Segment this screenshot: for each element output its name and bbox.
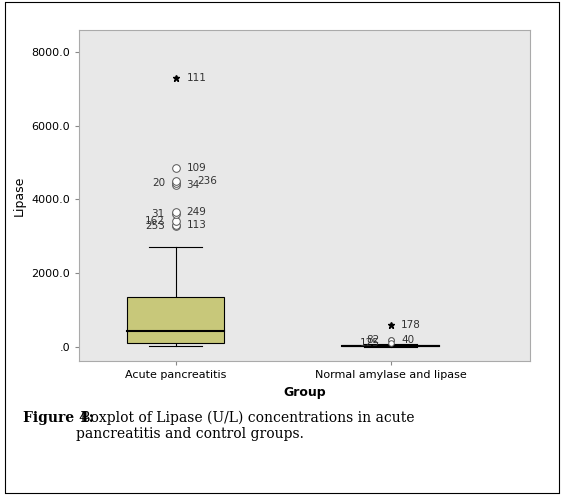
Text: 125: 125 [360,338,380,348]
X-axis label: Group: Group [283,386,326,399]
Y-axis label: Lipase: Lipase [12,175,25,216]
Bar [342,345,439,346]
Text: 236: 236 [197,176,217,186]
Text: 34: 34 [186,180,200,190]
Text: 113: 113 [186,220,206,230]
Text: 40: 40 [401,335,415,345]
Text: 253: 253 [145,221,165,232]
Text: 249: 249 [186,207,206,217]
Text: 31: 31 [152,209,165,219]
Bar [127,297,224,343]
Text: 109: 109 [186,163,206,173]
Text: 178: 178 [401,319,421,330]
Text: 82: 82 [367,335,380,345]
Text: Boxplot of Lipase (U/L) concentrations in acute
pancreatitis and control groups.: Boxplot of Lipase (U/L) concentrations i… [76,411,415,442]
Text: Figure 4:: Figure 4: [23,411,94,425]
Text: 162: 162 [145,216,165,226]
Text: 111: 111 [186,73,206,83]
Text: 20: 20 [152,178,165,189]
